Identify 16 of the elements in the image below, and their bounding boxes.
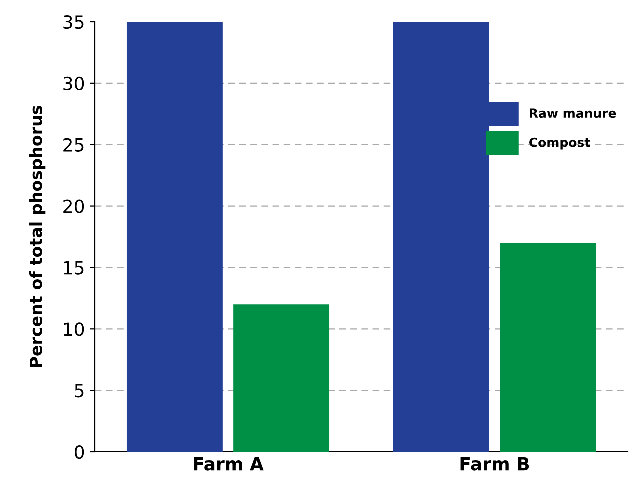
bar bbox=[126, 22, 223, 452]
x-tick-label: Farm A bbox=[194, 457, 264, 471]
x-tick-label: Farm B bbox=[460, 457, 530, 471]
y-tick-label: 30 bbox=[64, 76, 84, 91]
legend-label: Raw manure bbox=[530, 108, 616, 118]
y-tick-label: 20 bbox=[64, 200, 84, 214]
y-axis-title: Percent of total phosphorus bbox=[30, 106, 46, 368]
y-tick-label: 15 bbox=[64, 261, 84, 275]
legend-label: Compost bbox=[530, 138, 590, 150]
y-tick-label: 35 bbox=[64, 15, 84, 30]
bar bbox=[234, 304, 330, 452]
y-tick-label: 10 bbox=[64, 322, 84, 336]
y-tick-label: 25 bbox=[64, 138, 84, 152]
y-tick-label: 5 bbox=[75, 384, 84, 398]
bar bbox=[500, 243, 596, 452]
y-tick-label: 0 bbox=[74, 445, 84, 460]
